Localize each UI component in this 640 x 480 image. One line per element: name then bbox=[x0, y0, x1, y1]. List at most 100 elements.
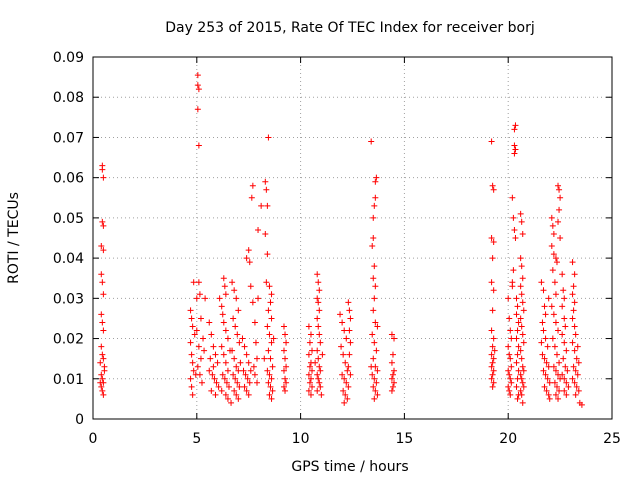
data-point bbox=[388, 387, 395, 394]
data-point bbox=[517, 210, 524, 217]
data-point bbox=[309, 347, 316, 354]
data-point bbox=[345, 299, 352, 306]
data-point bbox=[210, 343, 217, 350]
data-point bbox=[307, 375, 314, 382]
data-point bbox=[224, 367, 231, 374]
data-point bbox=[552, 391, 559, 398]
data-point bbox=[187, 375, 194, 382]
data-point bbox=[255, 226, 262, 233]
data-point bbox=[552, 319, 559, 326]
data-point bbox=[98, 371, 105, 378]
data-point bbox=[338, 343, 345, 350]
data-point bbox=[315, 355, 322, 362]
data-point bbox=[234, 379, 241, 386]
data-point bbox=[509, 194, 516, 201]
data-point bbox=[197, 355, 204, 362]
data-point bbox=[518, 391, 525, 398]
data-point bbox=[571, 347, 578, 354]
data-point bbox=[490, 287, 497, 294]
data-point bbox=[341, 327, 348, 334]
data-point bbox=[370, 275, 377, 282]
data-point bbox=[221, 375, 228, 382]
data-point bbox=[556, 186, 563, 193]
data-point bbox=[559, 271, 566, 278]
data-point bbox=[255, 295, 262, 302]
data-point bbox=[370, 307, 377, 314]
data-point bbox=[232, 375, 239, 382]
data-point bbox=[233, 295, 240, 302]
data-point bbox=[264, 323, 271, 330]
data-point bbox=[488, 327, 495, 334]
data-point bbox=[540, 367, 547, 374]
data-point bbox=[188, 315, 195, 322]
data-point bbox=[251, 319, 258, 326]
data-point bbox=[548, 243, 555, 250]
data-point bbox=[346, 327, 353, 334]
x-tick-label: 20 bbox=[499, 431, 517, 447]
data-point bbox=[570, 283, 577, 290]
y-tick-label: 0.09 bbox=[53, 50, 84, 66]
data-point bbox=[230, 315, 237, 322]
data-point bbox=[570, 307, 577, 314]
data-point bbox=[221, 283, 228, 290]
data-point bbox=[371, 395, 378, 402]
data-point bbox=[370, 383, 377, 390]
data-point bbox=[212, 351, 219, 358]
data-point bbox=[552, 367, 559, 374]
data-point bbox=[340, 351, 347, 358]
data-point bbox=[511, 142, 518, 149]
data-point bbox=[280, 367, 287, 374]
data-point bbox=[490, 335, 497, 342]
data-point bbox=[307, 391, 314, 398]
data-point bbox=[218, 303, 225, 310]
data-point bbox=[513, 383, 520, 390]
data-point bbox=[551, 343, 558, 350]
data-point bbox=[208, 331, 215, 338]
data-point bbox=[245, 391, 252, 398]
data-point bbox=[549, 267, 556, 274]
data-point bbox=[316, 363, 323, 370]
data-point bbox=[189, 391, 196, 398]
data-point bbox=[545, 295, 552, 302]
data-point bbox=[263, 279, 270, 286]
data-point bbox=[372, 194, 379, 201]
data-point bbox=[314, 315, 321, 322]
data-point bbox=[544, 343, 551, 350]
data-point bbox=[213, 379, 220, 386]
data-point bbox=[267, 355, 274, 362]
data-point bbox=[194, 72, 201, 79]
data-point bbox=[391, 335, 398, 342]
data-point bbox=[316, 307, 323, 314]
data-point bbox=[518, 291, 525, 298]
data-point bbox=[538, 339, 545, 346]
data-point bbox=[315, 299, 322, 306]
data-point bbox=[488, 279, 495, 286]
data-point bbox=[519, 230, 526, 237]
data-point bbox=[370, 214, 377, 221]
data-point bbox=[100, 391, 107, 398]
data-point bbox=[243, 351, 250, 358]
data-point bbox=[505, 343, 512, 350]
data-point bbox=[282, 375, 289, 382]
data-point bbox=[100, 247, 107, 254]
data-point bbox=[371, 263, 378, 270]
data-point bbox=[341, 399, 348, 406]
data-point bbox=[518, 263, 525, 270]
data-point bbox=[520, 339, 527, 346]
data-point bbox=[218, 387, 225, 394]
data-point bbox=[264, 202, 271, 209]
data-point bbox=[244, 375, 251, 382]
data-point bbox=[373, 347, 380, 354]
data-point bbox=[194, 106, 201, 113]
data-point bbox=[557, 235, 564, 241]
data-point bbox=[545, 363, 552, 370]
data-point bbox=[573, 355, 580, 362]
data-point bbox=[518, 355, 525, 362]
data-point bbox=[391, 379, 398, 386]
data-point bbox=[100, 222, 107, 229]
data-point bbox=[372, 283, 379, 290]
data-point bbox=[513, 311, 520, 318]
data-point bbox=[511, 126, 518, 133]
data-point bbox=[99, 218, 106, 225]
data-point bbox=[345, 363, 352, 370]
